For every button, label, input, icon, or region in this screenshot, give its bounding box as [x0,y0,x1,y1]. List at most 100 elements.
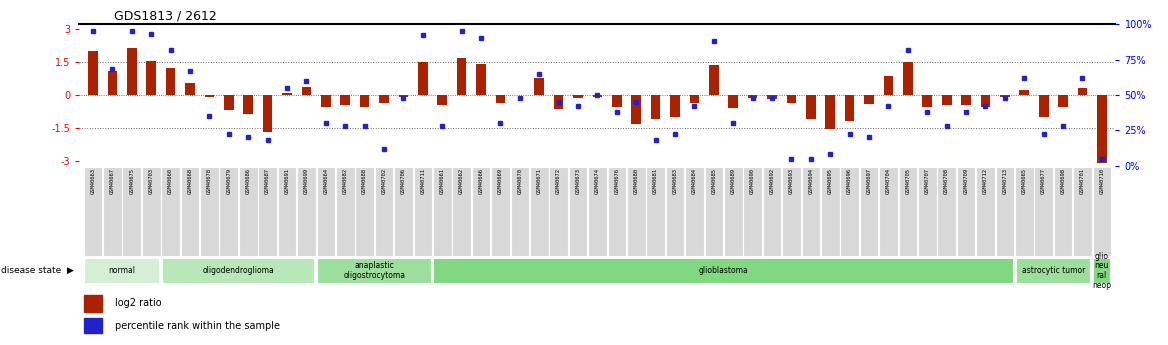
Bar [651,95,660,119]
Text: GSM40669: GSM40669 [498,168,503,194]
FancyBboxPatch shape [1035,167,1054,256]
Text: oligodendroglioma: oligodendroglioma [202,266,274,275]
Text: GSM40679: GSM40679 [227,168,231,194]
FancyBboxPatch shape [84,167,103,256]
Bar [127,48,137,95]
FancyBboxPatch shape [1015,258,1091,284]
Text: GSM40670: GSM40670 [517,168,522,194]
Bar [767,95,777,99]
Text: astrocytic tumor: astrocytic tumor [1022,266,1085,275]
Text: GSM40685: GSM40685 [711,168,716,194]
Text: GSM40666: GSM40666 [479,168,484,194]
Bar [923,95,932,107]
Bar [437,95,447,105]
Bar [418,62,427,95]
FancyBboxPatch shape [162,258,315,284]
Text: GSM40706: GSM40706 [401,168,406,194]
FancyBboxPatch shape [123,167,141,256]
Text: glio
neu
ral
neop: glio neu ral neop [1092,252,1112,290]
Text: GSM40675: GSM40675 [130,168,134,194]
Text: GSM40694: GSM40694 [808,168,813,194]
Bar [1020,90,1029,95]
Bar [592,95,603,97]
FancyBboxPatch shape [258,167,277,256]
FancyBboxPatch shape [84,258,160,284]
Text: GSM40676: GSM40676 [614,168,619,194]
FancyBboxPatch shape [976,167,995,256]
Text: GSM40671: GSM40671 [537,168,542,194]
FancyBboxPatch shape [860,167,878,256]
FancyBboxPatch shape [336,167,355,256]
Bar [360,95,369,107]
FancyBboxPatch shape [452,167,471,256]
Bar [283,93,292,95]
Text: GSM40708: GSM40708 [944,168,950,194]
Text: GSM40712: GSM40712 [983,168,988,194]
Bar [1078,88,1087,95]
Bar [204,95,214,97]
FancyBboxPatch shape [161,167,180,256]
Text: GSM40699: GSM40699 [304,168,308,194]
Bar [84,295,102,312]
Bar [632,95,641,124]
Text: GSM40695: GSM40695 [828,168,833,194]
FancyBboxPatch shape [627,167,646,256]
Bar [1000,95,1009,97]
Text: GSM40668: GSM40668 [188,168,193,194]
FancyBboxPatch shape [394,167,412,256]
Bar [301,87,311,95]
Bar [380,95,389,102]
Bar [689,95,700,102]
Text: GSM40682: GSM40682 [342,168,348,194]
Text: GSM40696: GSM40696 [847,168,853,194]
Text: normal: normal [109,266,135,275]
Bar [961,95,971,105]
Bar [748,95,758,98]
Bar [1058,95,1068,107]
Bar [398,95,409,97]
Text: GSM40697: GSM40697 [867,168,871,194]
FancyBboxPatch shape [317,167,335,256]
Text: GSM40674: GSM40674 [595,168,600,194]
Text: percentile rank within the sample: percentile rank within the sample [114,321,280,331]
Text: GSM40703: GSM40703 [148,168,154,194]
FancyBboxPatch shape [763,167,781,256]
Text: GSM40684: GSM40684 [691,168,697,194]
FancyBboxPatch shape [801,167,820,256]
FancyBboxPatch shape [491,167,509,256]
Bar [457,58,466,95]
Bar [806,95,815,119]
FancyBboxPatch shape [278,167,297,256]
FancyBboxPatch shape [510,167,529,256]
Bar [670,95,680,117]
Bar [84,318,102,333]
Bar [903,62,912,95]
FancyBboxPatch shape [840,167,858,256]
Bar [884,76,894,95]
FancyBboxPatch shape [957,167,975,256]
Text: GSM40701: GSM40701 [1080,168,1085,194]
Bar [554,95,563,109]
FancyBboxPatch shape [1015,167,1034,256]
FancyBboxPatch shape [1092,167,1111,256]
Bar [495,95,506,102]
FancyBboxPatch shape [181,167,200,256]
Text: GSM40709: GSM40709 [964,168,968,194]
Text: GSM40683: GSM40683 [673,168,677,194]
Text: GSM40689: GSM40689 [731,168,736,194]
Text: GSM40692: GSM40692 [770,168,774,194]
Bar [107,71,117,95]
Bar [88,51,98,95]
FancyBboxPatch shape [666,167,684,256]
Bar [1097,95,1107,164]
Text: GSM40678: GSM40678 [207,168,211,194]
FancyBboxPatch shape [530,167,549,256]
Bar [224,95,234,110]
Text: GSM40704: GSM40704 [887,168,891,194]
FancyBboxPatch shape [898,167,917,256]
FancyBboxPatch shape [413,167,432,256]
Bar [535,78,544,95]
Text: GSM40673: GSM40673 [576,168,580,194]
Bar [243,95,253,114]
FancyBboxPatch shape [239,167,257,256]
